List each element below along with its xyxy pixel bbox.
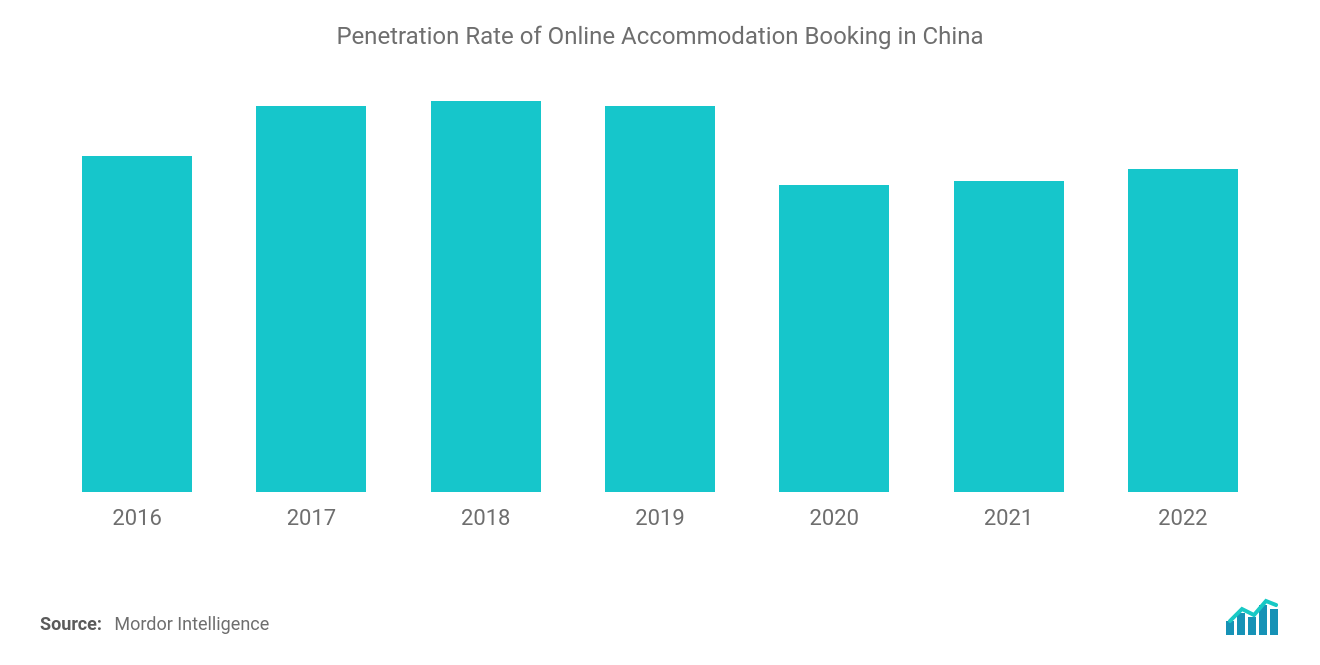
bar-group: 2020 bbox=[747, 185, 921, 531]
bar-group: 2018 bbox=[399, 101, 573, 531]
bar-category-label: 2021 bbox=[984, 506, 1033, 531]
chart-footer: Source: Mordor Intelligence bbox=[30, 591, 1290, 635]
bar-category-label: 2018 bbox=[461, 506, 510, 531]
source-line: Source: Mordor Intelligence bbox=[40, 614, 269, 635]
bar bbox=[256, 106, 366, 492]
source-label: Source: bbox=[40, 614, 102, 635]
bar-category-label: 2019 bbox=[635, 506, 684, 531]
bar-group: 2017 bbox=[224, 106, 398, 531]
chart-container: Penetration Rate of Online Accommodation… bbox=[0, 0, 1320, 665]
bar bbox=[779, 185, 889, 492]
bar-group: 2016 bbox=[50, 156, 224, 531]
bar bbox=[954, 181, 1064, 492]
bar-category-label: 2016 bbox=[112, 506, 161, 531]
bar-group: 2022 bbox=[1096, 169, 1270, 531]
bar bbox=[431, 101, 541, 492]
bar-group: 2021 bbox=[921, 181, 1095, 531]
bar-group: 2019 bbox=[573, 106, 747, 531]
source-value: Mordor Intelligence bbox=[114, 614, 269, 635]
bar bbox=[605, 106, 715, 492]
bar-category-label: 2017 bbox=[287, 506, 336, 531]
bar-category-label: 2020 bbox=[810, 506, 859, 531]
plot-area: 2016 2017 2018 2019 2020 2021 2022 bbox=[30, 100, 1290, 531]
brand-logo bbox=[1224, 591, 1280, 635]
bar bbox=[1128, 169, 1238, 492]
bar-category-label: 2022 bbox=[1158, 506, 1207, 531]
chart-title: Penetration Rate of Online Accommodation… bbox=[30, 22, 1290, 50]
bar bbox=[82, 156, 192, 492]
